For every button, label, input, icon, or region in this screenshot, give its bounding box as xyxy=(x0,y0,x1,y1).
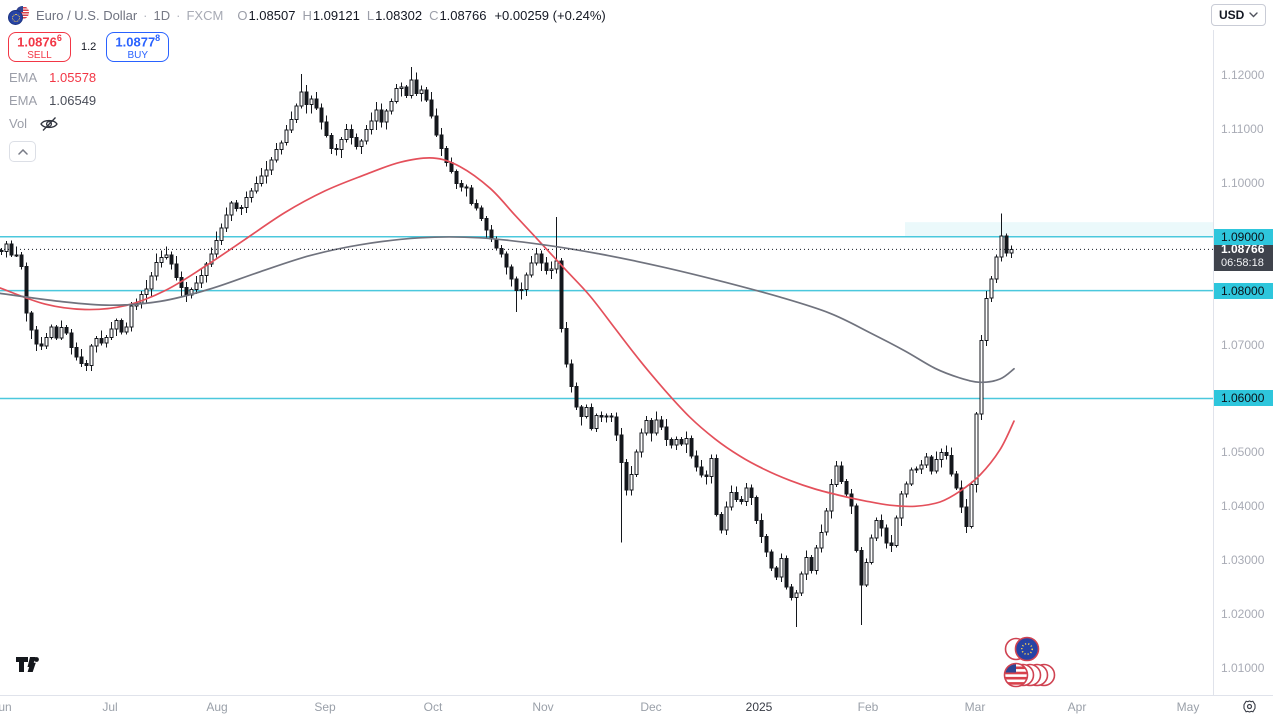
symbol-title[interactable]: Euro / U.S. Dollar xyxy=(36,7,138,23)
ema-legend-row[interactable]: EMA 1.05578 xyxy=(9,66,96,89)
ohlc-high: H1.09121 xyxy=(302,7,360,23)
price-tick-label: 1.07000 xyxy=(1221,337,1265,352)
bar-countdown: 06:58:18 xyxy=(1221,257,1264,270)
tradingview-logo[interactable] xyxy=(16,656,40,678)
price-tick-label: 1.02000 xyxy=(1221,607,1265,622)
time-axis-label: May xyxy=(1176,700,1200,714)
indicator-label: EMA xyxy=(9,93,38,108)
indicator-legend: EMA 1.05578 EMA 1.06549 Vol xyxy=(9,66,96,162)
event-markers[interactable] xyxy=(1002,635,1060,696)
event-marker-us[interactable] xyxy=(1003,662,1056,688)
symbol-flag-icon xyxy=(8,5,30,25)
time-axis-label: Jun xyxy=(0,700,12,714)
eu-flag-icon xyxy=(8,10,23,25)
time-axis-label: Mar xyxy=(964,700,986,714)
price-level-label: 1.06000 xyxy=(1214,390,1273,407)
volume-legend-row[interactable]: Vol xyxy=(9,112,96,135)
scale-settings-button[interactable] xyxy=(1234,697,1264,715)
price-tick-label: 1.11000 xyxy=(1221,121,1264,136)
ema-legend-row[interactable]: EMA 1.06549 xyxy=(9,89,96,112)
time-axis-label: Nov xyxy=(532,700,554,714)
price-axis[interactable]: 1.08766 06:58:18 1.12000 1.11000 1.10000 1.… xyxy=(1213,30,1273,695)
indicator-label: Vol xyxy=(9,116,28,131)
price-tick-label: 1.12000 xyxy=(1221,68,1265,82)
ohlc-values: O1.08507 H1.09121 L1.08302 C1.08766 xyxy=(237,8,486,23)
price-level-label: 1.09000 xyxy=(1214,228,1273,245)
separator: · xyxy=(143,7,148,23)
eye-slash-icon[interactable] xyxy=(39,116,59,132)
chevron-up-icon xyxy=(17,148,28,155)
currency-label: USD xyxy=(1219,8,1245,22)
price-tick-label: 1.03000 xyxy=(1221,553,1265,568)
indicator-label: EMA xyxy=(9,70,38,85)
time-axis[interactable]: Jun Jul Aug Sep Oct Nov Dec 2025 Feb Mar Apr May xyxy=(0,695,1273,717)
ohlc-open: O1.08507 xyxy=(237,7,296,23)
time-axis-label: Feb xyxy=(857,700,879,714)
ohlc-low: L1.08302 xyxy=(366,7,423,23)
time-axis-label: Aug xyxy=(206,700,228,714)
time-axis-label: Apr xyxy=(1067,700,1087,714)
buy-button[interactable]: 1.08778 BUY xyxy=(106,32,170,62)
indicator-value: 1.05578 xyxy=(49,70,97,85)
time-axis-label: Dec xyxy=(640,700,662,714)
ema-line[interactable] xyxy=(0,236,1015,384)
event-marker-eu[interactable] xyxy=(1004,636,1040,662)
price-tick-label: 1.01000 xyxy=(1221,661,1265,675)
sell-button[interactable]: 1.08766 SELL xyxy=(8,32,71,62)
current-price-label: 1.08766 06:58:18 xyxy=(1214,241,1273,272)
spread-value: 1.2 xyxy=(81,41,97,53)
time-axis-label: Sep xyxy=(314,700,336,714)
price-tick-label: 1.04000 xyxy=(1221,499,1265,514)
collapse-legend-button[interactable] xyxy=(9,141,36,162)
timeframe-label[interactable]: 1D xyxy=(153,7,171,23)
ohlc-close: C1.08766 xyxy=(429,7,487,23)
chart-header: Euro / U.S. Dollar · 1D · FXCM O1.08507 … xyxy=(8,0,606,30)
price-chart-canvas[interactable] xyxy=(0,0,1213,717)
trade-panel: 1.08766 SELL 1.2 1.08778 BUY xyxy=(8,32,170,62)
price-level-label: 1.08000 xyxy=(1214,282,1273,299)
ema-line[interactable] xyxy=(0,157,1015,508)
current-price-value: 1.08766 xyxy=(1221,242,1265,257)
time-axis-label: Oct xyxy=(423,700,443,714)
price-change: +0.00259 (+0.24%) xyxy=(494,7,606,23)
gear-icon xyxy=(1242,699,1256,713)
price-tick-label: 1.10000 xyxy=(1221,175,1265,190)
currency-selector[interactable]: USD xyxy=(1211,4,1266,26)
time-axis-label: 2025 xyxy=(745,700,773,714)
time-axis-label: Jul xyxy=(102,700,118,714)
chevron-down-icon xyxy=(1249,12,1258,18)
indicator-value: 1.06549 xyxy=(49,93,97,108)
exchange-label: FXCM xyxy=(186,7,224,23)
separator: · xyxy=(176,7,181,23)
price-tick-label: 1.05000 xyxy=(1221,445,1265,460)
